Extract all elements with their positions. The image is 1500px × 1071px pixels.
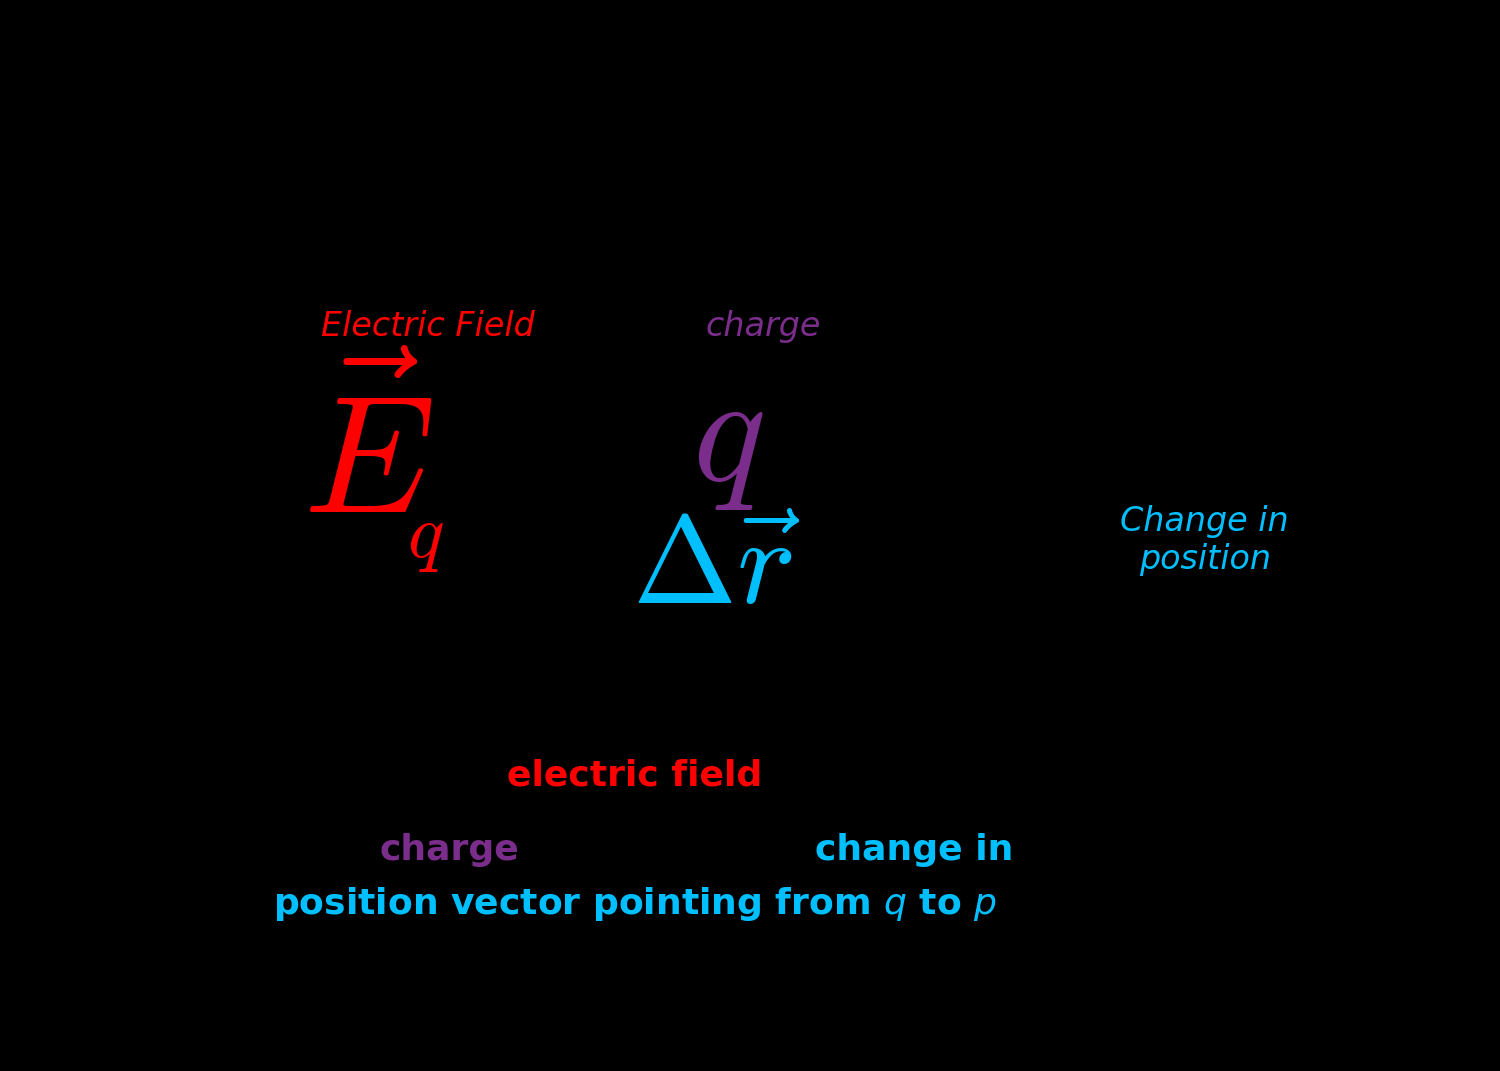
Text: change in: change in bbox=[815, 833, 1014, 868]
Text: $\Delta\vec{r}$: $\Delta\vec{r}$ bbox=[632, 509, 801, 630]
Text: position vector pointing from $q$ to $p$: position vector pointing from $q$ to $p$ bbox=[273, 885, 998, 923]
Text: $q$: $q$ bbox=[408, 500, 444, 574]
Text: $\vec{E}$: $\vec{E}$ bbox=[303, 377, 432, 548]
Text: $q$: $q$ bbox=[693, 363, 764, 512]
Text: charge: charge bbox=[705, 310, 821, 343]
Text: Electric Field: Electric Field bbox=[321, 310, 536, 343]
Text: Change in
position: Change in position bbox=[1120, 506, 1288, 576]
Text: electric field: electric field bbox=[507, 759, 762, 793]
Text: charge: charge bbox=[380, 833, 519, 868]
